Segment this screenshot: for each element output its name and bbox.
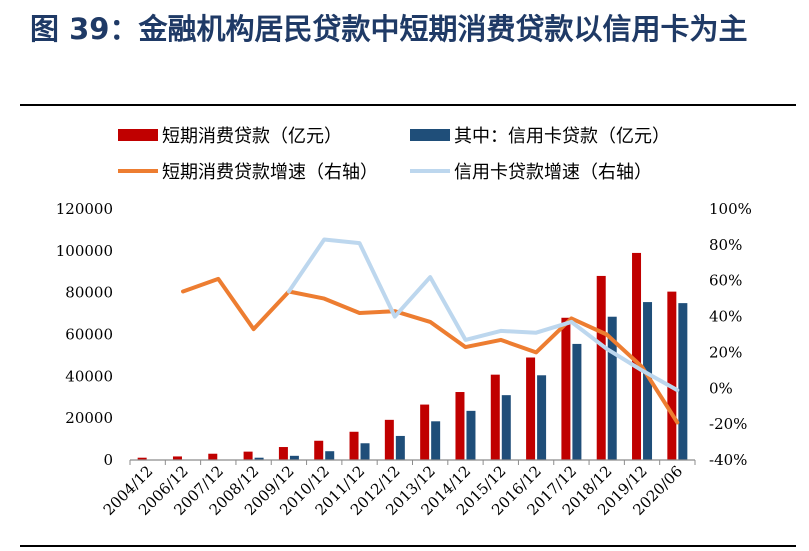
y-left-tick: 80000 xyxy=(65,284,113,302)
bar-short-term-loan xyxy=(667,291,677,460)
y-right-tick: 20% xyxy=(709,343,742,361)
y-right-tick: 40% xyxy=(709,308,742,326)
y-left-tick: 120000 xyxy=(56,200,113,218)
bar-credit-card-loan xyxy=(360,443,370,460)
bar-credit-card-loan xyxy=(466,410,476,460)
y-left-tick: 0 xyxy=(103,451,113,469)
bar-short-term-loan xyxy=(420,404,430,460)
bar-credit-card-loan xyxy=(678,303,688,460)
bar-credit-card-loan xyxy=(643,302,653,460)
bottom-divider xyxy=(20,545,796,547)
bar-credit-card-loan xyxy=(537,375,547,460)
bar-credit-card-loan xyxy=(431,421,441,460)
y-left-tick: 60000 xyxy=(65,326,113,344)
bar-short-term-loan xyxy=(243,451,253,460)
y-right-tick: -20% xyxy=(709,415,747,433)
bar-short-term-loan xyxy=(384,419,394,460)
bar-short-term-loan xyxy=(137,457,147,460)
bar-credit-card-loan xyxy=(607,316,617,460)
y-left-tick: 100000 xyxy=(56,242,113,260)
y-right-tick: 80% xyxy=(709,236,742,254)
legend-label-1: 其中：信用卡贷款（亿元） xyxy=(454,126,670,147)
y-right-tick: 60% xyxy=(709,272,742,290)
bar-short-term-loan xyxy=(490,374,500,460)
y-right-tick: 0% xyxy=(709,379,733,397)
legend-swatch-0 xyxy=(118,129,158,141)
line-credit-card-growth xyxy=(286,237,680,393)
bar-short-term-loan xyxy=(314,440,324,460)
bar-short-term-loan xyxy=(349,431,359,460)
y-left-tick: 20000 xyxy=(65,409,113,427)
bar-credit-card-loan xyxy=(395,435,405,460)
bar-credit-card-loan xyxy=(289,455,299,460)
bar-short-term-loan xyxy=(561,317,571,460)
y-right-tick: 100% xyxy=(709,200,752,218)
y-left-tick: 40000 xyxy=(65,367,113,385)
bar-short-term-loan xyxy=(208,453,218,460)
legend-label-3: 信用卡贷款增速（右轴） xyxy=(454,162,652,183)
plot-area: 0 20000 40000 60000 80000 100000 120000 -40% -20… xyxy=(56,200,752,519)
bar-short-term-loan xyxy=(455,392,465,460)
bar-credit-card-loan xyxy=(501,395,511,460)
bar-short-term-loan xyxy=(632,252,642,460)
legend-label-2: 短期消费贷款增速（右轴） xyxy=(162,162,378,183)
bar-credit-card-loan xyxy=(572,343,582,460)
legend: 短期消费贷款（亿元） 其中：信用卡贷款（亿元） 短期消费贷款增速（右轴） 信用卡贷款增… xyxy=(118,126,670,183)
bar-short-term-loan xyxy=(172,456,182,460)
bar-short-term-loan xyxy=(278,447,288,460)
title-divider xyxy=(20,104,796,106)
bar-credit-card-loan xyxy=(325,451,335,460)
y-right-tick: -40% xyxy=(709,451,747,469)
bar-credit-card-loan xyxy=(254,457,264,460)
bar-short-term-loan xyxy=(526,357,536,460)
line-short-term-growth xyxy=(181,276,680,425)
chart-title: 图 39：金融机构居民贷款中短期消费贷款以信用卡为主 xyxy=(30,12,748,46)
legend-swatch-1 xyxy=(410,129,450,141)
bar-short-term-loan xyxy=(596,275,606,460)
legend-label-0: 短期消费贷款（亿元） xyxy=(162,126,342,147)
